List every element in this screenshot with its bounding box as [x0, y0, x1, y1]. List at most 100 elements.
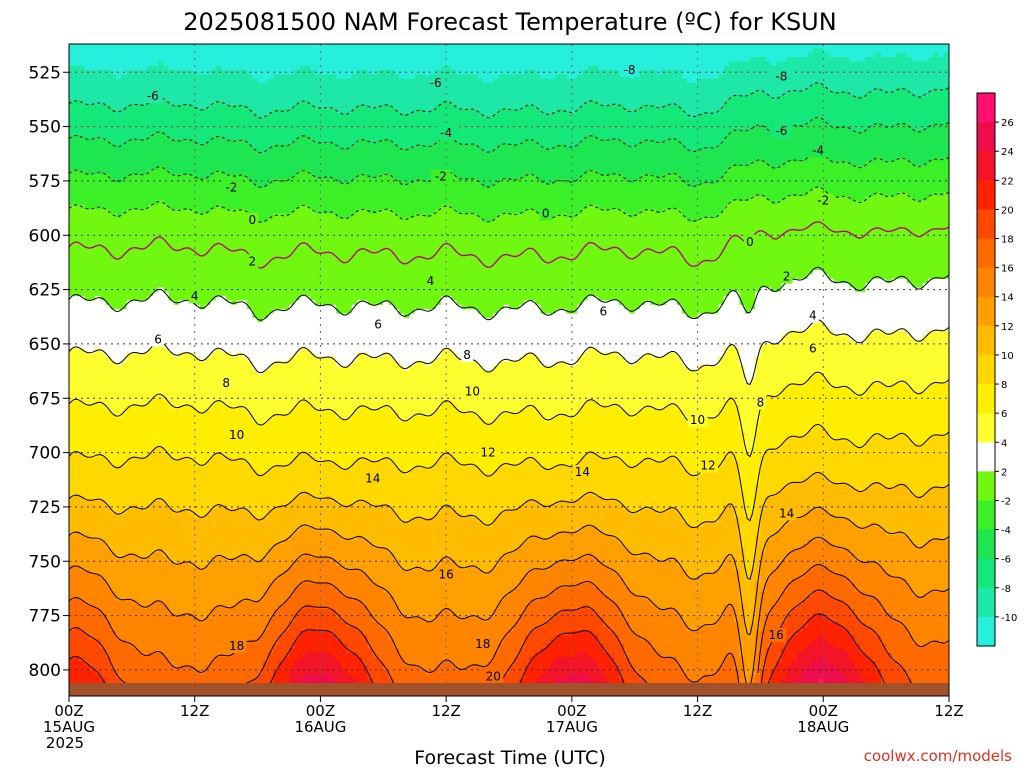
temperature-cell	[152, 348, 159, 354]
temperature-cell	[147, 491, 154, 497]
temperature-cell	[226, 348, 232, 354]
temperature-cell	[194, 235, 201, 241]
temperature-cell	[241, 109, 248, 115]
temperature-cell	[79, 370, 86, 375]
temperature-cell	[199, 200, 206, 206]
temperature-cell	[168, 356, 175, 362]
temperature-cell	[231, 291, 238, 297]
temperature-cell	[158, 674, 164, 680]
temperature-cell	[189, 200, 196, 206]
temperature-cell	[179, 61, 185, 67]
temperature-cell	[131, 417, 138, 423]
temperature-cell	[226, 565, 232, 571]
temperature-cell	[84, 300, 91, 306]
temperature-cell	[173, 378, 180, 384]
temperature-cell	[74, 278, 81, 284]
temperature-cell	[142, 70, 149, 76]
temperature-cell	[241, 87, 248, 93]
temperature-cell	[79, 556, 86, 562]
temperature-cell	[84, 148, 91, 154]
temperature-cell	[126, 196, 133, 202]
temperature-cell	[199, 374, 206, 380]
temperature-cell	[215, 452, 222, 458]
temperature-cell	[173, 669, 180, 675]
temperature-cell	[158, 430, 164, 436]
temperature-cell	[184, 556, 191, 562]
temperature-cell	[173, 261, 180, 267]
temperature-cell	[168, 678, 175, 684]
temperature-cell	[74, 96, 81, 102]
temperature-cell	[152, 517, 159, 523]
temperature-cell	[121, 487, 128, 493]
temperature-cell	[100, 613, 107, 619]
temperature-cell	[215, 582, 222, 588]
temperature-cell	[147, 535, 154, 541]
temperature-cell	[89, 496, 96, 501]
temperature-cell	[84, 617, 91, 623]
temperature-cell	[184, 261, 191, 267]
temperature-cell	[163, 535, 170, 541]
temperature-cell	[121, 161, 128, 167]
temperature-cell	[179, 348, 185, 354]
temperature-cell	[199, 491, 206, 497]
temperature-cell	[100, 674, 107, 680]
temperature-cell	[205, 274, 212, 280]
temperature-cell	[205, 109, 212, 115]
temperature-cell	[189, 152, 196, 158]
temperature-cell	[84, 265, 91, 271]
temperature-cell	[152, 248, 159, 254]
temperature-cell	[74, 604, 81, 610]
temperature-cell	[105, 530, 112, 536]
temperature-cell	[220, 552, 227, 558]
temperature-cell	[215, 213, 222, 219]
temperature-cell	[184, 496, 191, 501]
temperature-cell	[236, 635, 243, 641]
temperature-cell	[189, 130, 196, 136]
temperature-cell	[95, 130, 102, 136]
temperature-cell	[89, 600, 96, 606]
temperature-cell	[194, 143, 201, 149]
temperature-cell	[74, 652, 81, 658]
temperature-cell	[194, 626, 201, 632]
temperature-cell	[215, 70, 222, 76]
temperature-cell	[152, 400, 159, 406]
temperature-cell	[126, 96, 133, 102]
temperature-cell	[137, 148, 143, 154]
temperature-cell	[189, 483, 196, 488]
temperature-cell	[179, 552, 185, 558]
temperature-cell	[194, 543, 201, 549]
temperature-cell	[84, 256, 91, 262]
temperature-cell	[179, 83, 185, 89]
temperature-cell	[205, 61, 212, 67]
temperature-cell	[100, 448, 107, 454]
temperature-cell	[84, 374, 91, 380]
temperature-cell	[173, 178, 180, 184]
temperature-cell	[116, 174, 122, 180]
temperature-cell	[173, 217, 180, 223]
temperature-cell	[168, 469, 175, 475]
temperature-cell	[158, 639, 164, 645]
temperature-cell	[95, 183, 102, 189]
temperature-cell	[210, 130, 217, 136]
temperature-cell	[173, 430, 180, 436]
temperature-cell	[74, 261, 81, 267]
temperature-cell	[69, 278, 75, 284]
temperature-cell	[105, 165, 112, 171]
temperature-cell	[147, 135, 154, 141]
temperature-cell	[142, 83, 149, 89]
temperature-cell	[179, 322, 185, 328]
temperature-cell	[126, 348, 133, 354]
temperature-cell	[89, 383, 96, 388]
temperature-cell	[84, 569, 91, 575]
temperature-cell	[137, 278, 143, 284]
temperature-cell	[194, 230, 201, 236]
temperature-cell	[168, 326, 175, 332]
temperature-cell	[89, 152, 96, 158]
temperature-cell	[231, 674, 238, 680]
temperature-cell	[84, 204, 91, 210]
temperature-cell	[199, 665, 206, 671]
temperature-cell	[194, 170, 201, 175]
temperature-cell	[236, 348, 243, 354]
temperature-cell	[142, 469, 149, 475]
temperature-cell	[184, 539, 191, 545]
